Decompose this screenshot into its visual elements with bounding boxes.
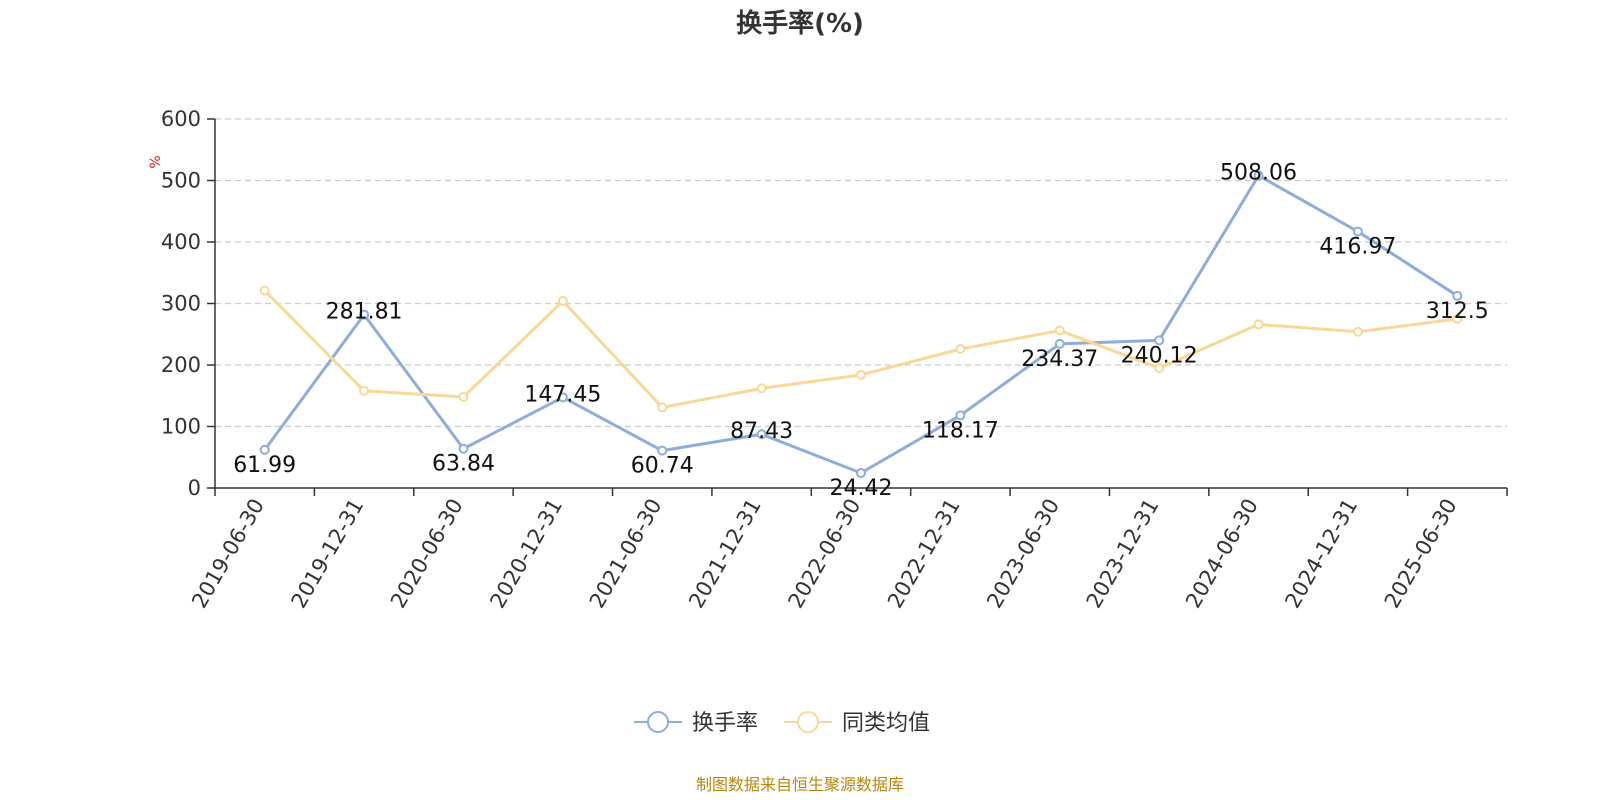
- data-label: 416.97: [1319, 235, 1396, 260]
- data-point: [856, 369, 866, 380]
- data-label: 60.74: [631, 454, 694, 479]
- chart-title: 换手率(%): [736, 8, 864, 39]
- legend-item-2[interactable]: 同类均值: [784, 711, 930, 736]
- data-label: 312.5: [1426, 299, 1489, 324]
- data-point: [359, 309, 370, 320]
- data-label: 63.84: [432, 452, 495, 477]
- data-point: [1452, 290, 1463, 301]
- y-tick-label: 500: [161, 169, 201, 193]
- data-point: [955, 410, 966, 421]
- data-label: 87.43: [730, 419, 793, 444]
- series-line-2: [263, 289, 1458, 409]
- x-tick-label: 2019-12-31: [287, 495, 369, 613]
- x-tick-label: 2023-06-30: [982, 495, 1064, 613]
- data-point: [1452, 313, 1463, 324]
- x-tick-label: 2019-06-30: [187, 495, 269, 613]
- data-point: [259, 285, 270, 296]
- data-point: [657, 445, 668, 456]
- data-point: [359, 385, 370, 396]
- data-label: 118.17: [922, 418, 999, 443]
- legend-label: 换手率: [692, 711, 758, 736]
- data-point: [756, 383, 767, 394]
- y-axis-unit: %: [148, 155, 164, 168]
- data-label: 24.42: [830, 476, 893, 501]
- legend-marker: [647, 711, 669, 733]
- legend-marker: [797, 711, 819, 733]
- data-point: [1054, 338, 1065, 349]
- data-point: [458, 391, 469, 402]
- x-tick-label: 2024-06-30: [1181, 495, 1263, 613]
- x-tick-label: 2021-12-31: [684, 495, 766, 613]
- data-point: [1352, 226, 1363, 237]
- data-label: 240.12: [1121, 343, 1198, 368]
- data-label: 61.99: [233, 453, 296, 478]
- data-point: [1154, 335, 1165, 346]
- data-label: 281.81: [326, 300, 403, 325]
- data-point: [458, 443, 469, 454]
- data-point: [1253, 170, 1264, 181]
- x-tick-label: 2022-12-31: [883, 495, 965, 613]
- series-line-1: [263, 174, 1459, 475]
- x-tick-label: 2020-12-31: [485, 495, 567, 613]
- series-lines: [259, 170, 1463, 478]
- y-tick-label: 100: [161, 415, 201, 439]
- data-point: [1054, 325, 1065, 336]
- gridlines: [215, 118, 1507, 428]
- data-label: 147.45: [524, 382, 601, 407]
- legend-item-1[interactable]: 换手率: [634, 711, 758, 736]
- y-tick-label: 400: [161, 230, 201, 254]
- legend-label: 同类均值: [842, 711, 930, 736]
- data-point: [557, 392, 568, 403]
- y-tick-label: 0: [188, 476, 201, 500]
- x-tick-label: 2021-06-30: [585, 495, 667, 613]
- data-point: [955, 344, 966, 355]
- y-tick-label: 600: [161, 107, 201, 131]
- x-tick-label: 2024-12-31: [1280, 495, 1362, 613]
- data-point: [856, 467, 866, 478]
- x-tick-label: 2023-12-31: [1082, 495, 1164, 613]
- data-point: [1352, 326, 1363, 337]
- x-tick-label: 2020-06-30: [386, 495, 468, 613]
- data-point: [259, 444, 270, 455]
- y-tick-label: 200: [161, 353, 201, 377]
- data-point: [657, 402, 668, 413]
- data-label: 234.37: [1021, 347, 1098, 372]
- data-point: [1154, 363, 1165, 374]
- data-label: 508.06: [1220, 161, 1297, 186]
- data-source-note: 制图数据来自恒生聚源数据库: [696, 775, 904, 794]
- data-point: [557, 296, 568, 307]
- x-tick-label: 2025-06-30: [1380, 495, 1462, 613]
- data-point: [1253, 319, 1264, 330]
- legend[interactable]: 换手率 同类均值: [634, 711, 930, 736]
- data-labels: 61.99 281.81 63.84 147.45 60.74 87.43 24.42 118…: [233, 161, 1489, 501]
- y-tick-label: 300: [161, 292, 201, 316]
- x-tick-label: 2022-06-30: [784, 495, 866, 613]
- data-point: [756, 429, 767, 440]
